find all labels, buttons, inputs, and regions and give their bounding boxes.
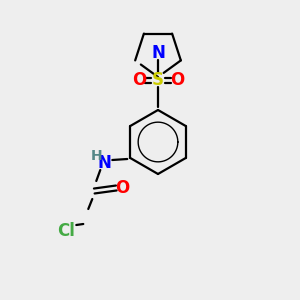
Text: O: O — [170, 71, 184, 89]
Text: O: O — [115, 179, 129, 197]
Text: S: S — [152, 71, 164, 89]
Text: Cl: Cl — [57, 222, 75, 240]
Text: N: N — [151, 44, 165, 62]
Text: H: H — [91, 149, 102, 163]
Text: N: N — [97, 154, 111, 172]
Text: O: O — [132, 71, 146, 89]
